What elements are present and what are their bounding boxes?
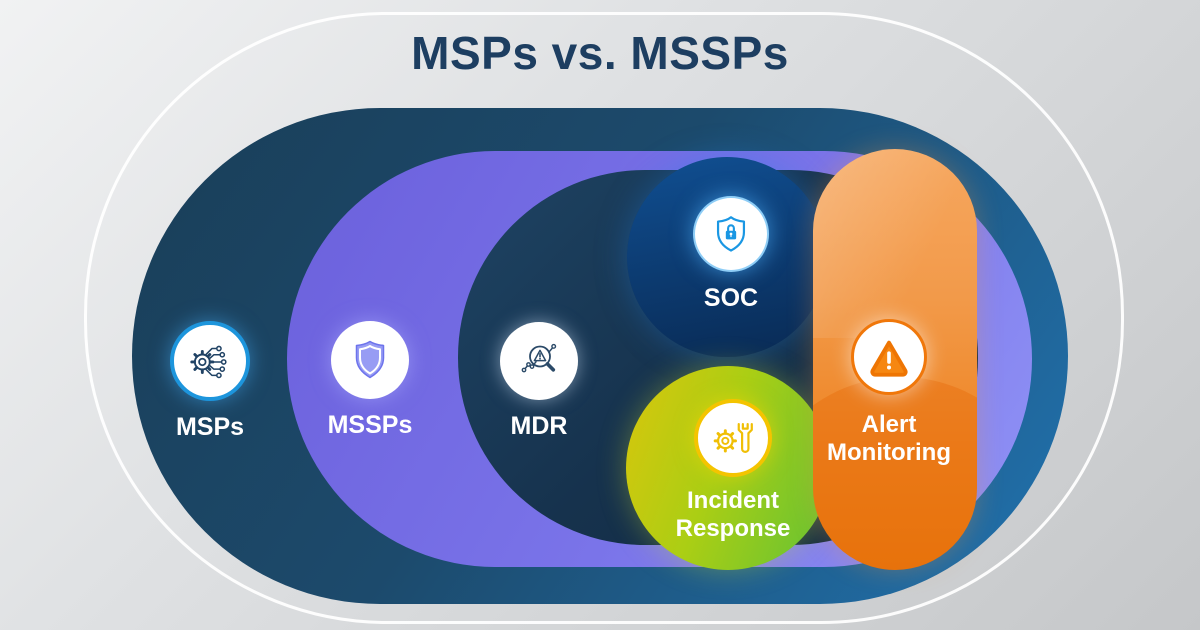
badge-mdr: MDR — [459, 322, 619, 440]
badge-alert-monitoring: Alert Monitoring — [809, 319, 969, 467]
outer-outline-ring — [84, 12, 1124, 624]
page-title: MSPs vs. MSSPs — [411, 27, 789, 79]
shield-lock-icon — [716, 216, 746, 252]
alert-monitoring-label-line2: Monitoring — [827, 439, 951, 466]
warning-triangle-icon — [870, 340, 908, 377]
soc-icon-circle — [693, 196, 769, 272]
incident-response-label-line1: Incident — [686, 487, 779, 514]
msps-icon-circle — [170, 321, 250, 401]
mssps-label: MSSPs — [327, 411, 413, 439]
mssps-icon-circle — [331, 321, 409, 399]
zone-alert-monitoring — [813, 149, 977, 570]
magnifier-alert-icon — [521, 343, 557, 373]
alert-zone-highlight — [813, 149, 977, 339]
gear-network-icon — [190, 345, 227, 379]
alert-monitoring-icon-circle — [851, 319, 927, 395]
incident-response-icon-circle — [694, 399, 772, 477]
shield-icon — [355, 340, 385, 379]
incident-response-label-line2: Response — [675, 515, 791, 542]
gear-wrench-icon — [713, 423, 753, 453]
alert-monitoring-label: Alert Monitoring — [827, 411, 951, 467]
alert-monitoring-label-line1: Alert — [861, 411, 917, 438]
incident-response-label: Incident Response — [676, 487, 791, 543]
badge-mssps: MSSPs — [290, 321, 450, 439]
badge-incident-response: Incident Response — [653, 399, 813, 543]
msps-label: MSPs — [175, 413, 245, 441]
mdr-label: MDR — [510, 412, 568, 440]
badge-msps: MSPs — [130, 321, 290, 441]
soc-label: SOC — [703, 284, 759, 312]
alert-zone-shade — [813, 377, 977, 570]
mdr-icon-circle — [500, 322, 578, 400]
badge-soc: SOC — [651, 196, 811, 312]
